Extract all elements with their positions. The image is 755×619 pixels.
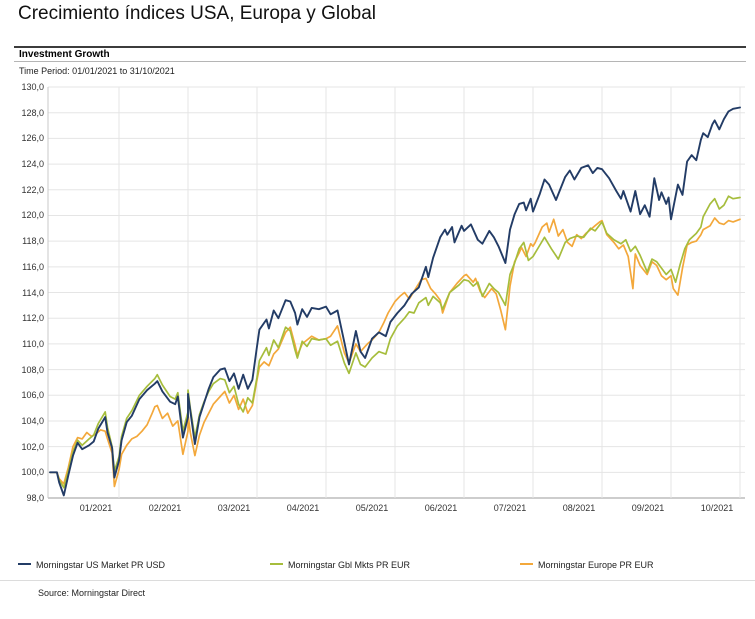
y-tick-label: 118,0 bbox=[22, 236, 44, 247]
legend-label: Morningstar Europe PR EUR bbox=[538, 559, 654, 570]
y-tick-label: 126,0 bbox=[21, 133, 44, 144]
y-tick-label: 124,0 bbox=[21, 159, 44, 170]
y-tick-label: 108,0 bbox=[21, 364, 44, 375]
europe-line-swatch bbox=[520, 562, 533, 565]
legend-item-us-market: Morningstar US Market PR USD bbox=[18, 556, 165, 570]
y-tick-label: 110,0 bbox=[22, 338, 44, 349]
series-line-0 bbox=[49, 106, 741, 497]
y-tick-label: 98,0 bbox=[26, 493, 44, 503]
x-tick-label: 09/2021 bbox=[631, 503, 665, 513]
source-rule bbox=[0, 580, 755, 581]
time-period-label: Time Period: 01/01/2021 to 31/10/2021 bbox=[19, 66, 175, 76]
y-tick-label: 120,0 bbox=[21, 210, 44, 221]
y-tick-label: 112,0 bbox=[22, 313, 44, 324]
panel-top-rule bbox=[14, 46, 746, 48]
legend-item-europe: Morningstar Europe PR EUR bbox=[520, 556, 654, 570]
legend-label: Morningstar Gbl Mkts PR EUR bbox=[288, 559, 411, 570]
series-line-1 bbox=[49, 195, 741, 489]
x-tick-label: 03/2021 bbox=[217, 503, 251, 513]
x-tick-label: 10/2021 bbox=[700, 503, 734, 513]
x-tick-label: 02/2021 bbox=[148, 503, 182, 513]
panel-header: Investment Growth bbox=[19, 49, 110, 60]
page-title: Crecimiento índices USA, Europa y Global bbox=[18, 3, 376, 24]
y-tick-label: 130,0 bbox=[21, 82, 44, 92]
y-tick-label: 104,0 bbox=[21, 415, 44, 426]
y-tick-label: 114,0 bbox=[22, 287, 44, 298]
y-tick-label: 128,0 bbox=[21, 107, 44, 118]
y-tick-label: 106,0 bbox=[21, 390, 44, 401]
x-tick-label: 04/2021 bbox=[286, 503, 320, 513]
x-tick-label: 08/2021 bbox=[562, 503, 596, 513]
source-label: Source: Morningstar Direct bbox=[38, 588, 146, 598]
y-tick-label: 116,0 bbox=[22, 261, 44, 272]
panel-header-rule bbox=[14, 61, 746, 62]
chart-legend: Morningstar US Market PR USD Morningstar… bbox=[0, 556, 755, 572]
gbl-mkts-line-swatch bbox=[270, 562, 283, 565]
x-tick-label: 01/2021 bbox=[79, 503, 113, 513]
series-line-2 bbox=[49, 217, 741, 488]
legend-label: Morningstar US Market PR USD bbox=[36, 559, 166, 570]
y-tick-label: 102,0 bbox=[21, 441, 44, 452]
us-market-line-swatch bbox=[18, 562, 31, 565]
x-tick-label: 06/2021 bbox=[424, 503, 458, 513]
y-tick-label: 122,0 bbox=[21, 184, 44, 195]
legend-item-gbl-mkts: Morningstar Gbl Mkts PR EUR bbox=[270, 556, 410, 570]
x-tick-label: 07/2021 bbox=[493, 503, 527, 513]
x-tick-label: 05/2021 bbox=[355, 503, 389, 513]
y-tick-label: 100,0 bbox=[21, 467, 44, 478]
